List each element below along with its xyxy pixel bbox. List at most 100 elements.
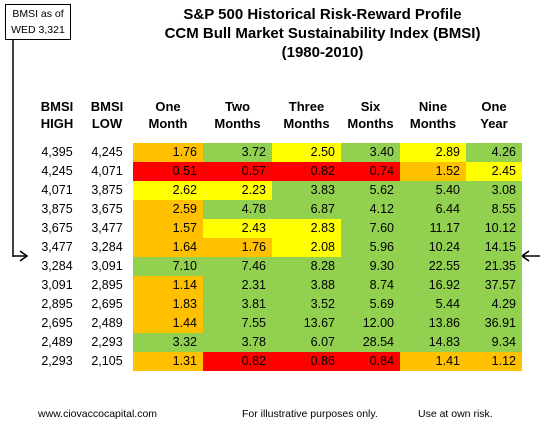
value-cell: 5.44 bbox=[400, 295, 466, 314]
bmsi-high-label: 4,245 bbox=[41, 164, 73, 178]
value-cell: 3.52 bbox=[272, 295, 341, 314]
bmsi-low-label: 2,695 bbox=[91, 297, 123, 311]
bmsi-high-label: 4,071 bbox=[41, 183, 73, 197]
value-cell: 13.67 bbox=[272, 314, 341, 333]
value-cell: 2.59 bbox=[133, 200, 203, 219]
column-header-line: Six bbox=[360, 99, 381, 114]
bmsi-high-label: 3,284 bbox=[41, 259, 73, 273]
value-cell: 1.44 bbox=[133, 314, 203, 333]
value-cell: 22.55 bbox=[400, 257, 466, 276]
column-header-line: Two bbox=[224, 99, 251, 114]
bmsi-high-label: 2,293 bbox=[41, 354, 73, 368]
bmsi-high-label: 3,091 bbox=[41, 278, 73, 292]
value-cell: 37.57 bbox=[466, 276, 522, 295]
value-cell: 36.91 bbox=[466, 314, 522, 333]
bmsi-high-label: 3,477 bbox=[41, 240, 73, 254]
right-pointer-arrow bbox=[520, 250, 540, 262]
column-header-line: Months bbox=[409, 116, 457, 131]
bmsi-low-label: 3,477 bbox=[91, 221, 123, 235]
value-cell: 0.82 bbox=[203, 352, 272, 371]
value-cell: 3.08 bbox=[466, 181, 522, 200]
bmsi-high-label: 3,675 bbox=[41, 221, 73, 235]
column-header-line: Months bbox=[347, 116, 394, 131]
value-cell: 1.12 bbox=[466, 352, 522, 371]
value-cell: 13.86 bbox=[400, 314, 466, 333]
value-cell: 2.89 bbox=[400, 143, 466, 162]
column-header: BMSI LOW bbox=[83, 98, 131, 132]
value-cell: 4.26 bbox=[466, 143, 522, 162]
value-cell: 1.83 bbox=[133, 295, 203, 314]
footer-website: www.ciovaccocapital.com bbox=[38, 408, 158, 420]
value-cell: 14.83 bbox=[400, 333, 466, 352]
value-cell: 2.83 bbox=[272, 219, 341, 238]
value-cell: 8.55 bbox=[466, 200, 522, 219]
column-header-line: Month bbox=[148, 116, 188, 131]
value-cell: 28.54 bbox=[341, 333, 400, 352]
value-cell: 6.07 bbox=[272, 333, 341, 352]
column-header-line: One bbox=[481, 99, 507, 114]
footer-disclaimer: For illustrative purposes only. bbox=[242, 408, 378, 420]
bmsi-high-label: 2,895 bbox=[41, 297, 73, 311]
callout-line-1: BMSI as of bbox=[12, 8, 64, 20]
value-cell: 3.78 bbox=[203, 333, 272, 352]
bmsi-low-label: 2,489 bbox=[91, 316, 123, 330]
value-cell: 3.72 bbox=[203, 143, 272, 162]
value-cell: 8.74 bbox=[341, 276, 400, 295]
value-cell: 3.40 bbox=[341, 143, 400, 162]
chart-title-block: S&P 500 Historical Risk-Reward Profile C… bbox=[100, 5, 545, 62]
value-cell: 4.12 bbox=[341, 200, 400, 219]
value-cell: 2.50 bbox=[272, 143, 341, 162]
value-cell: 7.10 bbox=[133, 257, 203, 276]
chart-subtitle: CCM Bull Market Sustainability Index (BM… bbox=[164, 25, 481, 42]
callout-pointer-arrow bbox=[12, 40, 29, 262]
value-cell: 10.12 bbox=[466, 219, 522, 238]
bmsi-low-label: 4,245 bbox=[91, 145, 123, 159]
column-header-line: BMSI bbox=[40, 99, 74, 114]
value-cell: 1.31 bbox=[133, 352, 203, 371]
bmsi-high-label: 2,695 bbox=[41, 316, 73, 330]
column-header-line: Year bbox=[480, 116, 508, 131]
bmsi-high-label: 3,875 bbox=[41, 202, 73, 216]
column-header-line: Months bbox=[283, 116, 330, 131]
value-cell: 5.96 bbox=[341, 238, 400, 257]
column-header-line: BMSI bbox=[90, 99, 124, 114]
column-header-line: Three bbox=[288, 99, 325, 114]
column-header-line: HIGH bbox=[40, 116, 74, 131]
bmsi-low-label: 2,895 bbox=[91, 278, 123, 292]
value-cell: 1.76 bbox=[133, 143, 203, 162]
value-cell: 1.14 bbox=[133, 276, 203, 295]
value-cell: 7.46 bbox=[203, 257, 272, 276]
value-cell: 4.29 bbox=[466, 295, 522, 314]
value-cell: 4.78 bbox=[203, 200, 272, 219]
value-cell: 7.55 bbox=[203, 314, 272, 333]
footer-risk-note: Use at own risk. bbox=[418, 408, 493, 420]
callout-line-2: WED 3,321 bbox=[11, 24, 65, 36]
bmsi-low-label: 4,071 bbox=[91, 164, 123, 178]
value-cell: 1.57 bbox=[133, 219, 203, 238]
column-header: Nine Months bbox=[400, 98, 466, 132]
bmsi-low-label: 3,675 bbox=[91, 202, 123, 216]
value-cell: 2.43 bbox=[203, 219, 272, 238]
chart-title: S&P 500 Historical Risk-Reward Profile bbox=[183, 6, 462, 23]
value-cell: 5.40 bbox=[400, 181, 466, 200]
value-cell: 2.23 bbox=[203, 181, 272, 200]
bmsi-low-label: 3,875 bbox=[91, 183, 123, 197]
value-cell: 0.74 bbox=[341, 162, 400, 181]
value-cell: 3.32 bbox=[133, 333, 203, 352]
value-cell: 6.44 bbox=[400, 200, 466, 219]
value-cell: 3.83 bbox=[272, 181, 341, 200]
value-cell: 0.51 bbox=[133, 162, 203, 181]
value-cell: 3.88 bbox=[272, 276, 341, 295]
column-header: One Month bbox=[133, 98, 203, 132]
value-cell: 0.84 bbox=[341, 352, 400, 371]
column-header-line: Months bbox=[214, 116, 261, 131]
bmsi-callout-box: BMSI as of WED 3,321 bbox=[5, 4, 71, 40]
value-cell: 1.64 bbox=[133, 238, 203, 257]
bmsi-high-label: 2,489 bbox=[41, 335, 73, 349]
value-cell: 16.92 bbox=[400, 276, 466, 295]
value-cell: 1.52 bbox=[400, 162, 466, 181]
bmsi-low-label: 3,284 bbox=[91, 240, 123, 254]
value-cell: 2.31 bbox=[203, 276, 272, 295]
value-cell: 7.60 bbox=[341, 219, 400, 238]
